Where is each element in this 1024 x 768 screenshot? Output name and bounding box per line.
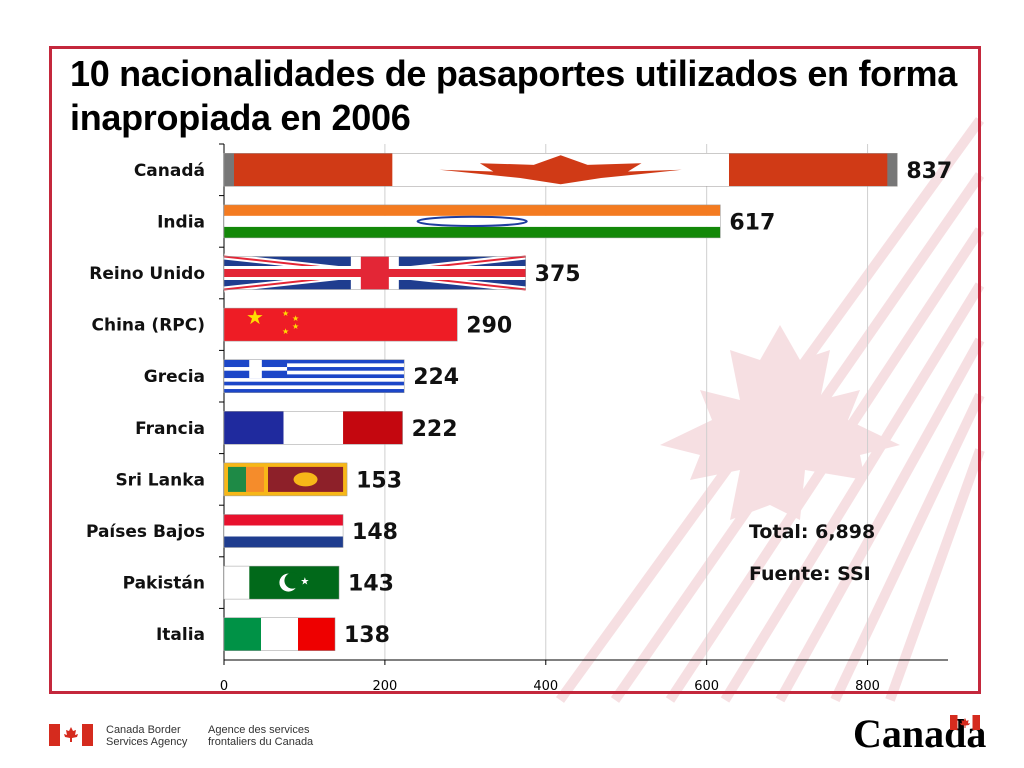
wordmark-flag-icon xyxy=(950,715,980,730)
category-label: China (RPC) xyxy=(92,316,205,336)
value-label: 153 xyxy=(356,468,402,493)
canada-flag-icon xyxy=(49,724,93,746)
value-label: 148 xyxy=(352,520,398,545)
svg-text:★: ★ xyxy=(246,305,264,329)
value-label: 290 xyxy=(466,314,512,339)
x-tick-label: 400 xyxy=(533,679,558,694)
value-label: 143 xyxy=(348,572,394,597)
category-label: Reino Unido xyxy=(89,264,205,284)
bar-flag-india xyxy=(223,204,721,239)
canada-wordmark: Canada xyxy=(853,711,987,756)
total-note: Total: 6,898 xyxy=(749,521,876,543)
x-tick-label: 200 xyxy=(372,679,397,694)
bar-flag-greece xyxy=(223,359,405,393)
bar-flag-canada xyxy=(223,153,898,187)
agency-name-en: Canada Border Services Agency xyxy=(106,724,188,748)
category-label: Italia xyxy=(156,625,205,645)
category-label: Francia xyxy=(135,419,205,439)
x-tick-label: 800 xyxy=(855,679,880,694)
x-tick-label: 600 xyxy=(694,679,719,694)
chart-notes: Total: 6,898 Fuente: SSI xyxy=(749,511,875,595)
bar-flag-china: ★ ★★★★ xyxy=(223,305,458,342)
value-label: 138 xyxy=(344,623,390,648)
category-label: Pakistán xyxy=(123,574,205,594)
x-tick-label: 0 xyxy=(220,679,228,694)
svg-text:★: ★ xyxy=(292,322,299,331)
agency-name-fr: Agence des services frontaliers du Canad… xyxy=(208,724,314,748)
svg-text:★: ★ xyxy=(292,314,299,323)
category-label: Países Bajos xyxy=(86,522,205,542)
slide-frame xyxy=(49,46,981,694)
category-label: India xyxy=(157,212,205,232)
category-label: Canadá xyxy=(134,161,205,181)
slide-title: 10 nacionalidades de pasaportes utilizad… xyxy=(70,53,957,138)
source-note: Fuente: SSI xyxy=(749,563,871,585)
value-label: 617 xyxy=(729,210,775,235)
category-label: Sri Lanka xyxy=(115,470,205,490)
footer: Canada Border Services Agency Agence des… xyxy=(0,700,1024,768)
value-label: 222 xyxy=(412,417,458,442)
bar-flag-uk xyxy=(223,253,526,293)
bar-flag-italy xyxy=(223,617,336,651)
bar-flag-pakistan: ★ xyxy=(223,565,340,600)
category-label: Grecia xyxy=(144,367,205,387)
svg-text:★: ★ xyxy=(282,327,289,336)
svg-text:★: ★ xyxy=(282,309,289,318)
svg-text:★: ★ xyxy=(300,577,309,588)
bar-flag-srilanka xyxy=(223,462,348,497)
bar-flag-netherlands xyxy=(223,514,344,548)
value-label: 375 xyxy=(535,262,581,287)
bar-flag-france xyxy=(223,411,403,445)
value-label: 837 xyxy=(906,159,952,184)
value-label: 224 xyxy=(413,365,459,390)
